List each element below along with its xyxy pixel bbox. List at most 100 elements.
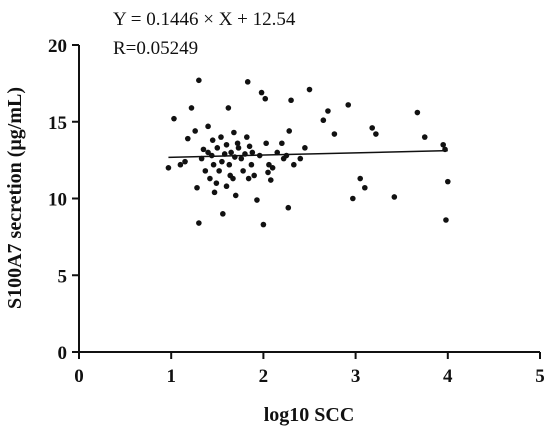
- data-point: [369, 125, 375, 131]
- correlation-label: R=0.05249: [113, 38, 198, 59]
- data-point: [362, 184, 368, 191]
- data-point: [177, 161, 184, 168]
- x-tick-label: 4: [443, 366, 453, 387]
- data-point: [291, 161, 297, 168]
- x-tick-label: 3: [351, 366, 361, 387]
- data-point: [200, 146, 207, 153]
- data-point: [262, 95, 269, 102]
- x-tick-label: 0: [74, 366, 84, 387]
- data-point: [251, 172, 257, 179]
- data-point: [213, 180, 220, 186]
- data-point: [443, 217, 449, 223]
- data-point: [421, 134, 428, 140]
- data-point: [184, 135, 191, 142]
- data-point: [226, 161, 233, 168]
- data-point: [165, 165, 172, 171]
- data-point: [269, 165, 276, 171]
- data-point: [244, 134, 250, 140]
- data-point: [209, 137, 216, 143]
- data-point: [254, 197, 260, 203]
- x-tick-label: 5: [535, 366, 545, 387]
- data-point: [219, 158, 225, 165]
- data-point: [249, 149, 256, 156]
- data-point: [211, 189, 218, 196]
- data-point: [238, 155, 245, 162]
- data-point: [302, 145, 308, 151]
- data-point: [297, 155, 304, 162]
- data-point: [325, 108, 331, 114]
- y-tick-label: 0: [58, 343, 68, 364]
- data-point: [196, 77, 202, 84]
- data-point: [288, 97, 294, 104]
- data-point: [198, 155, 205, 162]
- data-point: [230, 175, 236, 182]
- data-point: [182, 158, 188, 165]
- data-point: [240, 168, 246, 174]
- y-axis-title: S100A7 secretion (μg/mL): [4, 87, 26, 309]
- plot-area: 0 1 2 3 4 5 0 5 10 15 20: [48, 36, 545, 387]
- data-point: [267, 177, 274, 183]
- data-point: [320, 117, 327, 124]
- data-point: [223, 141, 230, 148]
- data-point: [414, 109, 421, 116]
- data-point: [207, 175, 213, 182]
- data-point: [285, 204, 292, 211]
- data-point: [235, 145, 242, 151]
- y-tick-label: 5: [58, 266, 68, 287]
- data-point: [216, 168, 222, 174]
- data-point: [205, 149, 211, 156]
- data-point: [260, 221, 267, 228]
- data-point: [202, 168, 209, 174]
- data-point: [248, 161, 255, 168]
- regression-equation-label: Y = 0.1446 × X + 12.54: [113, 9, 296, 30]
- data-point: [373, 131, 379, 137]
- data-point: [188, 105, 195, 111]
- data-point: [225, 105, 232, 111]
- data-point: [258, 89, 265, 96]
- data-point: [232, 192, 239, 199]
- data-point: [279, 140, 285, 147]
- data-point: [205, 123, 211, 130]
- data-point: [246, 143, 253, 150]
- data-point: [232, 154, 238, 160]
- data-point: [391, 194, 398, 200]
- data-point: [234, 140, 241, 147]
- data-point: [192, 128, 198, 134]
- x-tick-label: 1: [166, 366, 176, 387]
- data-point: [265, 169, 271, 176]
- regression-line: [168, 149, 448, 159]
- data-point: [214, 145, 221, 151]
- data-point: [221, 151, 228, 157]
- data-point: [442, 146, 448, 153]
- data-point: [331, 131, 338, 137]
- data-point: [196, 220, 202, 226]
- data-point: [218, 134, 224, 140]
- data-point: [220, 211, 226, 217]
- y-tick-label: 15: [48, 113, 67, 134]
- data-point: [256, 152, 263, 159]
- data-point: [357, 175, 364, 182]
- data-point: [242, 151, 248, 157]
- data-point: [245, 175, 252, 182]
- data-point: [244, 79, 251, 85]
- data-point: [286, 128, 293, 134]
- x-tick-label: 2: [259, 366, 269, 387]
- y-tick-label: 20: [48, 36, 67, 57]
- data-point: [274, 149, 281, 156]
- data-point: [210, 161, 217, 168]
- data-point: [263, 140, 269, 147]
- data-point: [231, 129, 237, 136]
- data-point: [171, 115, 177, 122]
- data-point: [194, 184, 200, 191]
- data-point: [306, 86, 313, 93]
- data-point: [283, 152, 290, 159]
- data-point: [350, 195, 356, 202]
- data-point: [228, 149, 234, 156]
- data-point: [345, 102, 352, 108]
- data-point: [208, 152, 215, 159]
- data-point: [223, 183, 230, 190]
- x-axis-title: log10 SCC: [264, 404, 355, 426]
- y-tick-label: 10: [48, 190, 67, 211]
- data-point: [445, 178, 451, 185]
